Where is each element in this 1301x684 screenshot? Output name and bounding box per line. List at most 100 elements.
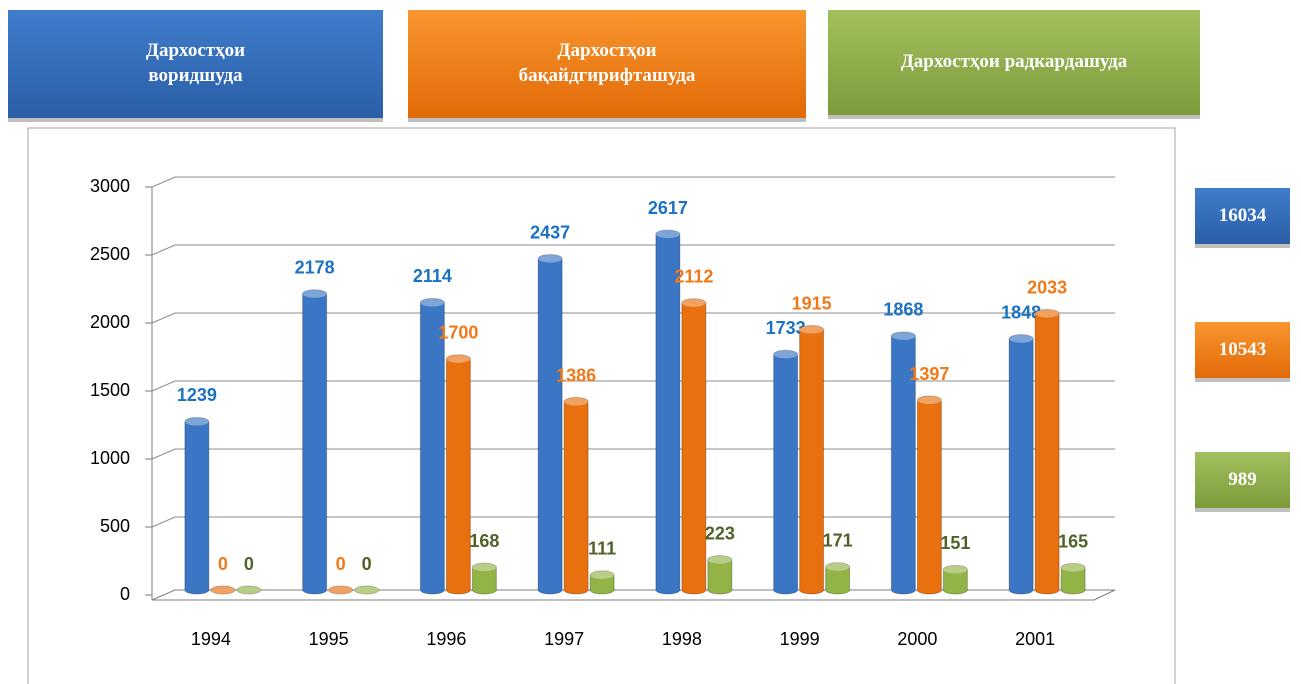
value-label: 1239 (177, 385, 217, 405)
y-tick-label: 0 (120, 584, 130, 604)
bar-top (328, 586, 353, 594)
bar-top (655, 230, 680, 239)
bar (184, 416, 210, 595)
total-box: 989 (1195, 452, 1290, 508)
legend-box: Дархостҳои воридшуда (8, 10, 383, 118)
bar-top (210, 586, 235, 594)
bar (471, 562, 497, 595)
value-label: 223 (705, 523, 735, 543)
total-label: 989 (1228, 468, 1257, 490)
bar-top (707, 555, 732, 564)
bar-top (799, 325, 824, 334)
bar (707, 555, 733, 595)
value-label: 0 (218, 554, 228, 574)
total-label: 10543 (1218, 338, 1267, 360)
legend-box: Дархостҳои бақайдгирифташуда (408, 10, 806, 118)
value-label: 171 (823, 530, 853, 550)
value-label: 2178 (295, 258, 335, 278)
y-tick-label: 3000 (90, 176, 130, 196)
bar (1060, 563, 1086, 595)
bar (890, 331, 916, 595)
grid-line (151, 244, 1115, 256)
bar-top (917, 396, 942, 405)
bar (773, 349, 799, 595)
x-axis (151, 589, 1116, 601)
grid-line (151, 176, 1115, 188)
bar (1034, 309, 1060, 595)
bar-top (354, 586, 379, 594)
y-tick-label: 2500 (90, 244, 130, 264)
legend-box: Дархостҳои радкардашуда (828, 10, 1200, 115)
value-label: 165 (1058, 531, 1088, 551)
bar-top (1061, 563, 1086, 572)
x-tick-label: 1996 (426, 629, 466, 649)
bar-top (302, 289, 327, 298)
bar (445, 354, 471, 595)
bar (354, 585, 380, 595)
value-label: 1868 (883, 300, 923, 320)
bar (589, 570, 615, 595)
bar (419, 297, 445, 595)
bar-top (538, 254, 563, 263)
value-label: 2437 (530, 222, 570, 242)
grid-line (151, 380, 1115, 392)
value-label: 0 (244, 554, 254, 574)
bar (799, 325, 825, 595)
value-label: 1700 (438, 323, 478, 343)
x-tick-label: 1998 (662, 629, 702, 649)
y-tick-label: 1500 (90, 380, 130, 400)
bar-top (1035, 309, 1060, 318)
bar (655, 229, 681, 595)
bar-top (590, 570, 615, 579)
value-label: 1733 (766, 318, 806, 338)
total-box: 16034 (1195, 188, 1290, 244)
y-tick-label: 2000 (90, 312, 130, 332)
bar-top (446, 354, 471, 363)
total-label: 16034 (1218, 204, 1267, 226)
value-label: 2617 (648, 198, 688, 218)
x-tick-label: 1999 (780, 629, 820, 649)
grid-line (151, 516, 1115, 528)
bar-top (825, 562, 850, 571)
x-tick-label: 2001 (1015, 629, 1055, 649)
legend-label: Дархостҳои воридшуда (145, 40, 246, 86)
value-label: 1397 (909, 364, 949, 384)
x-tick-label: 1997 (544, 629, 584, 649)
value-label: 0 (336, 554, 346, 574)
bar-top (681, 298, 706, 307)
bar (916, 395, 942, 595)
value-label: 1915 (792, 293, 832, 313)
bar-top (472, 563, 497, 572)
y-tick-label: 500 (100, 516, 130, 536)
bar-top (773, 350, 798, 359)
bar (1008, 334, 1034, 595)
value-label: 2033 (1027, 277, 1067, 297)
total-box: 10543 (1195, 322, 1290, 378)
x-tick-label: 1995 (309, 629, 349, 649)
bar (302, 289, 328, 595)
value-label: 168 (469, 531, 499, 551)
bar (537, 254, 563, 595)
grid-line (151, 448, 1115, 460)
y-tick-label: 1000 (90, 448, 130, 468)
value-label: 151 (940, 533, 970, 553)
bar (236, 585, 262, 595)
bar (210, 585, 236, 595)
value-label: 2114 (413, 266, 452, 286)
x-tick-label: 2000 (897, 629, 937, 649)
legend-label: Дархостҳои радкардашуда (900, 51, 1128, 73)
bar (563, 397, 589, 595)
bar-top (564, 397, 589, 406)
bar-top (184, 417, 209, 426)
bar (942, 564, 968, 595)
value-label: 0 (362, 554, 372, 574)
value-label: 2112 (674, 267, 713, 287)
bar (825, 562, 851, 595)
grid-line (151, 312, 1115, 324)
bar-top (943, 565, 968, 574)
bar-top (1009, 334, 1034, 343)
legend-label: Дархостҳои бақайдгирифташуда (518, 40, 696, 86)
value-label: 1848 (1001, 302, 1041, 322)
